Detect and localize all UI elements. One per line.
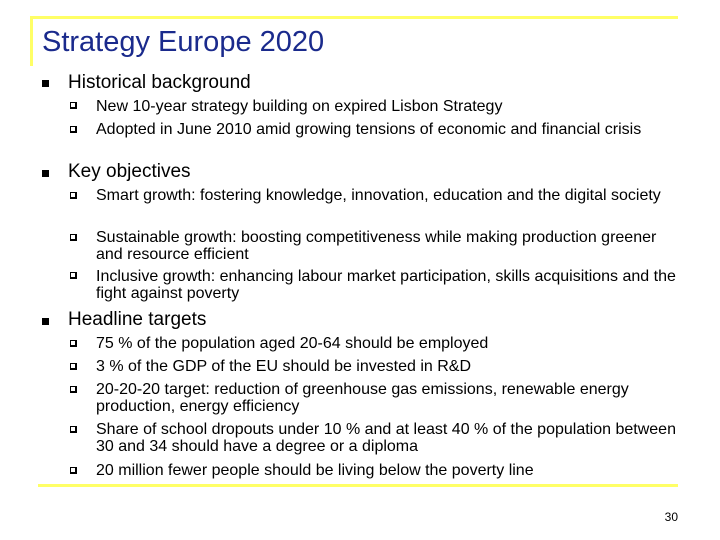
section-bullet-icon [42, 318, 49, 325]
slide-title: Strategy Europe 2020 [42, 26, 325, 58]
section-bullet-icon [42, 170, 49, 177]
title-rule-left [30, 16, 33, 66]
footer-rule [38, 484, 678, 487]
item-bullet-icon [70, 363, 77, 370]
list-item: 3 % of the GDP of the EU should be inves… [96, 358, 472, 375]
list-item: Sustainable growth: boosting competitive… [96, 229, 657, 263]
item-bullet-icon [70, 102, 77, 109]
section-heading-key-objectives: Key objectives [68, 161, 191, 182]
title-rule-top [30, 16, 678, 19]
item-bullet-icon [70, 467, 77, 474]
list-item: 20 million fewer people should be living… [96, 462, 534, 479]
item-bullet-icon [70, 340, 77, 347]
item-bullet-icon [70, 386, 77, 393]
list-item: 75 % of the population aged 20-64 should… [96, 335, 489, 352]
page-number: 30 [664, 510, 678, 524]
item-bullet-icon [70, 426, 77, 433]
list-item: Adopted in June 2010 amid growing tensio… [96, 121, 642, 138]
section-bullet-icon [42, 80, 49, 87]
list-item: Smart growth: fostering knowledge, innov… [96, 187, 661, 204]
list-item: New 10-year strategy building on expired… [96, 98, 503, 115]
item-bullet-icon [70, 272, 77, 279]
section-heading-headline-targets: Headline targets [68, 309, 207, 330]
list-item: 20-20-20 target: reduction of greenhouse… [96, 381, 629, 415]
list-item: Share of school dropouts under 10 % and … [96, 421, 676, 455]
item-bullet-icon [70, 234, 77, 241]
list-item: Inclusive growth: enhancing labour marke… [96, 268, 676, 302]
item-bullet-icon [70, 192, 77, 199]
item-bullet-icon [70, 126, 77, 133]
section-heading-historical-background: Historical background [68, 72, 251, 93]
